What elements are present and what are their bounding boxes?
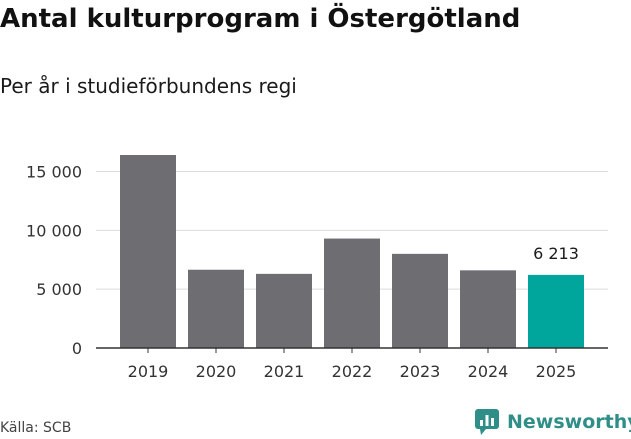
bar-2022 bbox=[324, 238, 380, 348]
y-tick-label: 5 000 bbox=[36, 280, 82, 299]
chart-subtitle: Per år i studieförbundens regi bbox=[0, 74, 297, 98]
x-tick-label: 2025 bbox=[536, 362, 577, 381]
x-tick-label: 2023 bbox=[400, 362, 441, 381]
brand-logo: Newsworthy bbox=[475, 408, 631, 436]
y-tick-label: 0 bbox=[72, 339, 82, 358]
x-tick-label: 2020 bbox=[196, 362, 237, 381]
chart-title: Antal kulturprogram i Östergötland bbox=[0, 4, 521, 34]
x-tick-label: 2022 bbox=[332, 362, 373, 381]
y-tick-label: 15 000 bbox=[26, 162, 82, 181]
bar-2021 bbox=[256, 273, 312, 348]
x-tick-label: 2019 bbox=[128, 362, 169, 381]
bar-2020 bbox=[188, 269, 244, 348]
x-tick-label: 2024 bbox=[468, 362, 509, 381]
bar-2023 bbox=[392, 253, 448, 348]
x-tick-label: 2021 bbox=[264, 362, 305, 381]
data-label: 6 213 bbox=[533, 244, 579, 263]
source-note: Källa: SCB bbox=[0, 420, 72, 436]
bar-2025 bbox=[528, 274, 584, 348]
brand-name: Newsworthy bbox=[507, 411, 631, 433]
bar-2024 bbox=[460, 270, 516, 348]
bar-2019 bbox=[120, 155, 176, 348]
y-tick-label: 10 000 bbox=[26, 221, 82, 240]
newsworthy-logo-icon bbox=[475, 409, 499, 435]
